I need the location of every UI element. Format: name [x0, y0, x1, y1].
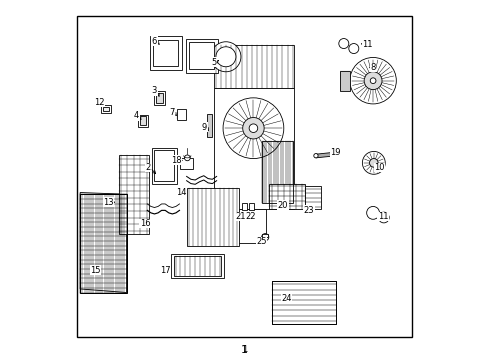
Text: 24: 24	[281, 294, 291, 303]
Text: 16: 16	[140, 219, 150, 228]
Bar	[262, 234, 267, 237]
Circle shape	[378, 212, 388, 223]
Bar	[248, 203, 254, 210]
Text: 2: 2	[145, 163, 150, 172]
Text: 21: 21	[234, 212, 245, 221]
Bar	[80, 194, 126, 293]
Circle shape	[338, 39, 348, 49]
Text: 17: 17	[160, 266, 170, 275]
Bar	[241, 203, 246, 210]
Text: 10: 10	[373, 163, 384, 172]
Text: 25: 25	[256, 237, 266, 246]
Circle shape	[184, 155, 190, 161]
Bar	[189, 42, 214, 69]
Bar	[140, 116, 146, 125]
Bar	[153, 150, 174, 181]
Bar	[174, 256, 221, 276]
Circle shape	[348, 44, 358, 54]
Bar	[261, 141, 292, 203]
Text: 1: 1	[242, 345, 246, 354]
Bar	[138, 114, 148, 127]
Bar	[119, 155, 148, 234]
Bar	[206, 114, 212, 137]
Text: 9: 9	[202, 123, 207, 132]
Circle shape	[349, 58, 395, 104]
Circle shape	[366, 206, 379, 219]
Text: 4: 4	[134, 111, 139, 120]
Text: 12: 12	[94, 98, 105, 107]
Circle shape	[223, 98, 283, 158]
Bar	[176, 109, 185, 120]
Bar	[102, 107, 109, 111]
Polygon shape	[80, 193, 126, 293]
Bar	[171, 254, 224, 278]
Text: 18: 18	[170, 156, 181, 165]
Circle shape	[369, 158, 377, 167]
Circle shape	[364, 72, 381, 90]
Bar	[186, 188, 239, 246]
Bar	[304, 186, 320, 208]
Polygon shape	[315, 152, 336, 158]
Bar	[185, 39, 217, 73]
Polygon shape	[214, 88, 293, 208]
Bar	[339, 71, 349, 91]
Text: 23: 23	[303, 206, 313, 215]
Bar	[153, 40, 178, 66]
Polygon shape	[214, 45, 293, 88]
Bar	[180, 158, 192, 168]
Text: 5: 5	[211, 58, 216, 67]
Bar	[151, 148, 176, 184]
Circle shape	[369, 78, 375, 84]
Text: 1: 1	[241, 345, 247, 355]
Text: 11: 11	[362, 40, 372, 49]
Text: 3: 3	[151, 86, 157, 95]
Bar	[272, 282, 335, 324]
Text: 7: 7	[169, 108, 175, 117]
Circle shape	[210, 42, 241, 72]
Circle shape	[313, 154, 317, 158]
Circle shape	[261, 234, 268, 241]
Bar	[156, 93, 163, 103]
Text: 6: 6	[151, 37, 157, 46]
Circle shape	[242, 117, 264, 139]
Bar	[154, 91, 165, 105]
Bar	[268, 184, 304, 209]
Text: 13: 13	[103, 198, 114, 207]
Text: 8: 8	[369, 63, 375, 72]
Bar	[149, 36, 182, 70]
Text: 15: 15	[90, 266, 100, 275]
Text: 11: 11	[377, 212, 387, 221]
Polygon shape	[272, 282, 335, 324]
Text: 20: 20	[277, 201, 288, 210]
Text: 22: 22	[245, 212, 256, 221]
Circle shape	[216, 47, 235, 67]
Circle shape	[362, 152, 385, 174]
Polygon shape	[214, 208, 265, 243]
Circle shape	[248, 124, 257, 132]
Text: 14: 14	[175, 188, 186, 197]
Text: 19: 19	[330, 148, 340, 157]
Bar	[101, 105, 111, 113]
